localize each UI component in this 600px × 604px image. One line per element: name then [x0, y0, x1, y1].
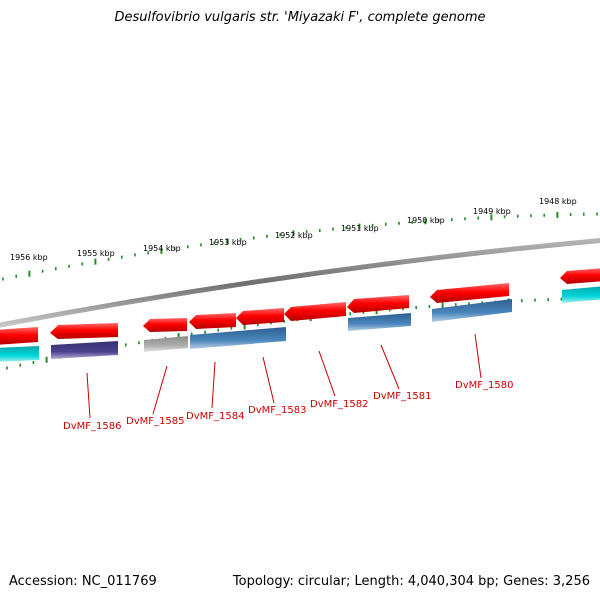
- genome-backbone: [0, 237, 600, 328]
- gene-label[interactable]: DvMF_1582: [310, 399, 368, 410]
- gene-reverse-gray[interactable]: [144, 336, 188, 352]
- scale-label: 1949 kbp: [473, 207, 511, 216]
- gene-forward[interactable]: [189, 313, 236, 329]
- leader-line: [86, 372, 91, 419]
- scale-label: 1956 kbp: [10, 253, 48, 262]
- gene-labels: DvMF_1586 DvMF_1585 DvMF_1584 DvMF_1583 …: [63, 380, 513, 432]
- gene-reverse-blue[interactable]: [190, 327, 286, 349]
- gene-reverse-purple[interactable]: [51, 341, 118, 359]
- outer-scale: [2, 211, 598, 281]
- gene-label[interactable]: DvMF_1586: [63, 421, 121, 432]
- gene-forward[interactable]: [347, 295, 409, 313]
- genome-title: Desulfovibrio vulgaris str. 'Miyazaki F'…: [114, 10, 486, 25]
- gene-reverse-blue[interactable]: [432, 299, 512, 322]
- forward-strand-genes: [0, 268, 600, 345]
- leader-line: [211, 361, 216, 409]
- leader-line: [318, 350, 336, 397]
- gene-label[interactable]: DvMF_1584: [186, 411, 244, 422]
- scale-label: 1951 kbp: [341, 224, 379, 233]
- gene-reverse-cyan[interactable]: [0, 346, 39, 362]
- genome-summary-text: Topology: circular; Length: 4,040,304 bp…: [232, 574, 590, 589]
- gene-forward[interactable]: [284, 302, 346, 321]
- gene-reverse-blue[interactable]: [348, 313, 411, 331]
- leader-line: [474, 333, 482, 379]
- gene-label[interactable]: DvMF_1581: [373, 391, 431, 402]
- gene-forward[interactable]: [430, 283, 509, 303]
- gene-forward[interactable]: [143, 318, 187, 332]
- scale-label: 1954 kbp: [143, 244, 181, 253]
- scale-label: 1953 kbp: [209, 238, 247, 247]
- scale-label: 1948 kbp: [539, 197, 577, 206]
- leader-line: [262, 356, 275, 404]
- accession-text: Accession: NC_011769: [9, 574, 157, 589]
- scale-label: 1952 kbp: [275, 231, 313, 240]
- reverse-strand-genes: [0, 286, 600, 362]
- leader-line: [380, 344, 400, 390]
- scale-labels: 1956 kbp 1955 kbp 1954 kbp 1953 kbp 1952…: [10, 197, 577, 262]
- gene-forward[interactable]: [560, 268, 600, 284]
- gene-forward[interactable]: [50, 323, 118, 339]
- gene-reverse-cyan[interactable]: [562, 286, 600, 303]
- gene-forward[interactable]: [236, 308, 284, 325]
- leader-line: [152, 365, 168, 415]
- gene-label[interactable]: DvMF_1583: [248, 405, 306, 416]
- scale-label: 1955 kbp: [77, 249, 115, 258]
- gene-label[interactable]: DvMF_1585: [126, 416, 184, 427]
- gene-label[interactable]: DvMF_1580: [455, 380, 513, 391]
- gene-leader-lines: [86, 333, 482, 419]
- scale-label: 1950 kbp: [407, 216, 445, 225]
- gene-forward[interactable]: [0, 327, 38, 345]
